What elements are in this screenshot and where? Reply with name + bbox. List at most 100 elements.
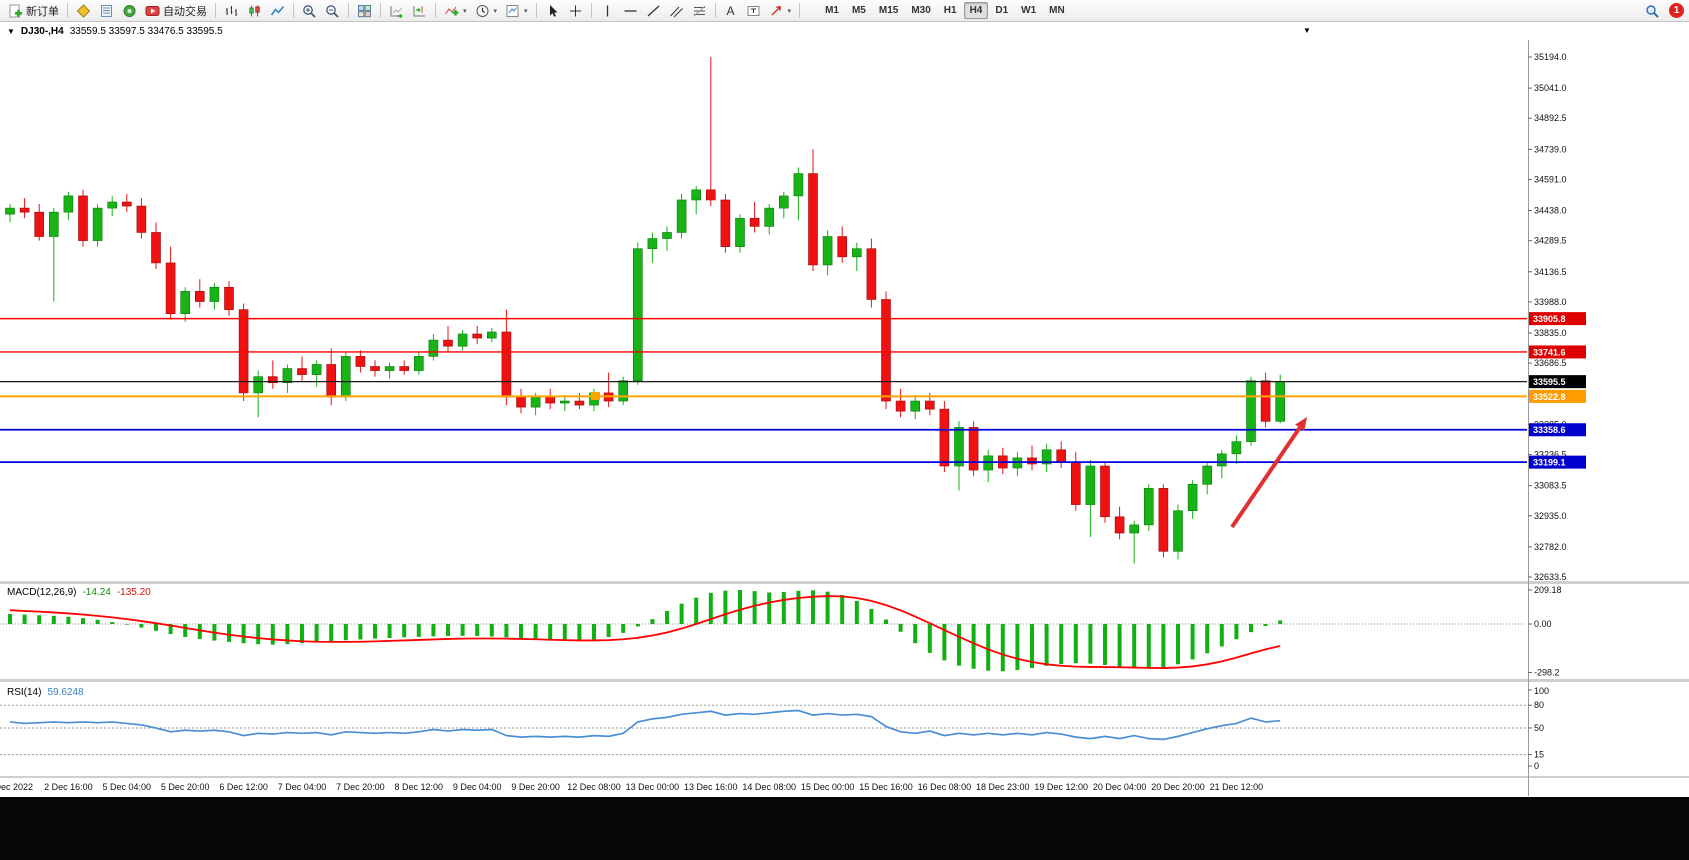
indicators-button[interactable]: ▾ [441, 1, 470, 20]
svg-text:15: 15 [1534, 750, 1544, 760]
auto-trading-icon [145, 5, 160, 16]
chart-dropdown-icon[interactable]: ▼ [1303, 26, 1311, 35]
data-window-button[interactable] [96, 1, 117, 20]
new-order-button[interactable]: 新订单 [5, 1, 62, 20]
toolbar-separator [714, 3, 716, 18]
timeframe-toolbar: M1 M5 M15 M30 H1 H4 D1 W1 MN [819, 2, 1071, 19]
rsi-name: RSI(14) [7, 687, 42, 698]
svg-text:33686.5: 33686.5 [1534, 358, 1567, 368]
trend-arrow[interactable] [1230, 417, 1307, 529]
line-chart-icon [270, 5, 285, 15]
svg-text:34591.0: 34591.0 [1534, 174, 1567, 184]
macd-signal-value: -135.20 [116, 587, 151, 598]
tile-windows-icon [358, 4, 372, 17]
search-button[interactable] [1642, 1, 1663, 20]
text-tool-button[interactable]: A [721, 1, 741, 20]
auto-scroll-button[interactable] [386, 1, 407, 20]
auto-scroll-icon [390, 5, 403, 18]
svg-text:7 Dec 20:00: 7 Dec 20:00 [336, 782, 385, 792]
arrows-tool-button[interactable]: ▾ [766, 1, 795, 20]
chart-ohlc-values: 33559.5 33597.5 33476.5 33595.5 [69, 26, 223, 37]
svg-text:14 Dec 08:00: 14 Dec 08:00 [742, 782, 796, 792]
svg-text:5 Dec 20:00: 5 Dec 20:00 [161, 782, 210, 792]
line-anchor[interactable] [591, 392, 600, 400]
channel-tool-button[interactable] [666, 1, 687, 20]
svg-text:34438.0: 34438.0 [1534, 206, 1567, 216]
svg-text:35041.0: 35041.0 [1534, 83, 1567, 93]
svg-text:34739.0: 34739.0 [1534, 144, 1567, 154]
clock-icon [476, 4, 489, 17]
periods-button[interactable]: ▾ [472, 1, 501, 20]
svg-text:16 Dec 08:00: 16 Dec 08:00 [918, 782, 972, 792]
navigator-button[interactable] [119, 1, 140, 20]
svg-text:7 Dec 04:00: 7 Dec 04:00 [278, 782, 327, 792]
rsi-line [9, 709, 1281, 741]
timeframe-m30-button[interactable]: M30 [911, 5, 931, 16]
timeframe-m5-button[interactable]: M5 [851, 5, 866, 16]
panel-splitter[interactable] [0, 581, 1689, 584]
collapse-triangle-icon[interactable]: ▼ [7, 27, 15, 36]
crosshair-tool-button[interactable] [565, 1, 586, 20]
svg-text:13 Dec 00:00: 13 Dec 00:00 [626, 782, 680, 792]
line-chart-mode-button[interactable] [267, 1, 288, 20]
macd-main-value: -14.24 [82, 587, 111, 598]
timeframe-m1-button[interactable]: M1 [825, 5, 839, 16]
horizontal-line-tool-button[interactable] [620, 1, 641, 20]
toolbar-separator [293, 3, 294, 18]
rsi-label: RSI(14) 59.6248 [7, 687, 84, 698]
text-label-tool-button[interactable] [743, 1, 764, 20]
svg-text:32935.0: 32935.0 [1534, 511, 1567, 521]
fibonacci-icon [693, 5, 705, 16]
fibonacci-tool-button[interactable] [689, 1, 710, 20]
market-watch-icon [76, 3, 91, 18]
notification-badge[interactable]: 1 [1669, 3, 1684, 18]
svg-text:21 Dec 12:00: 21 Dec 12:00 [1210, 782, 1264, 792]
macd-name: MACD(12,26,9) [7, 587, 77, 598]
zoom-out-button[interactable] [322, 1, 343, 20]
chart-shift-button[interactable] [409, 1, 430, 20]
svg-text:33358.6: 33358.6 [1533, 425, 1566, 435]
text-label-icon [747, 5, 760, 16]
price-badge [1529, 455, 1586, 469]
candlestick-mode-button[interactable] [244, 1, 265, 20]
price-badge [1529, 389, 1586, 403]
bar-chart-mode-button[interactable] [221, 1, 242, 20]
auto-trading-button[interactable]: 自动交易 [142, 1, 210, 20]
timeframe-w1-button[interactable]: W1 [1021, 5, 1037, 16]
toolbar-separator [590, 3, 592, 18]
zoom-in-button[interactable] [299, 1, 320, 20]
svg-text:20 Dec 20:00: 20 Dec 20:00 [1151, 782, 1205, 792]
timeframe-mn-button[interactable]: MN [1049, 5, 1065, 16]
crosshair-icon [569, 5, 581, 16]
trendline-tool-button[interactable] [643, 1, 664, 20]
workspace-background [0, 797, 1689, 860]
price-badge [1529, 312, 1586, 326]
panel-splitter[interactable] [0, 776, 1689, 778]
timeframe-h4-button[interactable]: H4 [963, 2, 989, 19]
panel-splitter[interactable] [0, 679, 1689, 682]
timeframe-d1-button[interactable]: D1 [995, 5, 1009, 16]
vertical-line-icon [606, 5, 608, 16]
chart-shift-icon [413, 5, 425, 16]
svg-text:12 Dec 08:00: 12 Dec 08:00 [567, 782, 621, 792]
cursor-tool-button[interactable] [542, 1, 563, 20]
svg-text:33595.5: 33595.5 [1533, 377, 1566, 387]
zoom-in-icon [303, 4, 316, 18]
price-badge [1529, 423, 1586, 437]
toolbar-separator [535, 3, 537, 18]
svg-text:18 Dec 23:00: 18 Dec 23:00 [976, 782, 1030, 792]
tile-windows-button[interactable] [354, 1, 375, 20]
chevron-down-icon: ▾ [493, 7, 498, 15]
time-axis: 2 Dec 2022 2 Dec 16:00 5 Dec 04:00 5 Dec 20… [0, 782, 1263, 792]
svg-text:33236.5: 33236.5 [1534, 450, 1567, 460]
market-watch-button[interactable] [73, 1, 94, 20]
timeframe-h1-button[interactable]: H1 [943, 5, 957, 16]
vertical-line-tool-button[interactable] [597, 1, 618, 20]
toolbar-separator [799, 3, 801, 18]
candles-layer [5, 57, 1285, 564]
timeframe-m15-button[interactable]: M15 [878, 5, 899, 16]
svg-text:80: 80 [1534, 700, 1544, 710]
cursor-icon [549, 4, 557, 17]
templates-button[interactable]: ▾ [502, 1, 531, 20]
